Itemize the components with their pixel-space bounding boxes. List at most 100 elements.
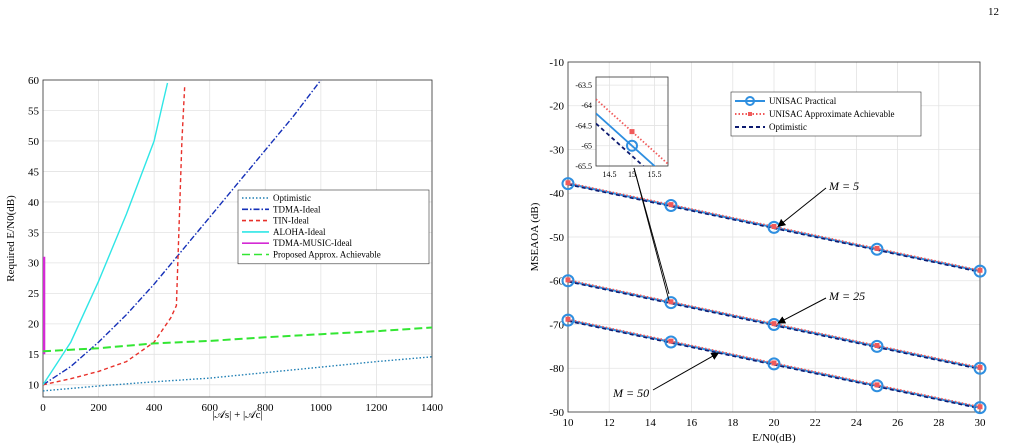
annotation-label: M = 5: [828, 179, 859, 193]
series-line-aloha-ideal: [43, 82, 169, 386]
legend-entry: Optimistic: [769, 122, 807, 132]
legend-marker: [745, 96, 755, 106]
left-chart-y-tick-label: 35: [28, 227, 40, 239]
data-point: [561, 274, 575, 288]
data-point: [565, 316, 571, 322]
annotation-arrow: [652, 352, 720, 391]
annotation-arrow: [777, 297, 827, 324]
data-point: [771, 224, 777, 229]
inset-y-tick-label: -64.5: [575, 121, 592, 130]
right-chart-x-tick-label: 10: [563, 417, 575, 429]
legend-entry: TDMA-MUSIC-Ideal: [273, 238, 352, 248]
page-number: 12: [988, 6, 999, 18]
left-chart-y-tick-label: 50: [28, 136, 40, 148]
inset-series-line: [596, 112, 656, 166]
right-chart-y-tick-label: -80: [549, 363, 564, 375]
right-chart-x-tick-label: 30: [975, 417, 987, 429]
right-x-axis-label: E/N0(dB): [752, 432, 796, 443]
right-chart-x-tick-label: 20: [769, 417, 781, 429]
data-point: [565, 180, 571, 186]
right-chart-y-tick-label: -20: [549, 101, 564, 113]
series-line-tin-ideal: [43, 86, 186, 386]
data-point: [973, 264, 987, 278]
data-point: [561, 313, 575, 327]
left-chart-x-tick-label: 1400: [421, 402, 444, 414]
data-point: [664, 335, 678, 349]
data-point: [664, 199, 678, 212]
data-point: [870, 339, 884, 353]
left-chart-y-tick-label: 55: [28, 105, 40, 117]
inset-y-tick-label: -65: [581, 142, 592, 151]
right-chart-x-tick-label: 14: [645, 417, 657, 429]
inset-axes-frame: [595, 76, 669, 167]
inset-y-tick-label: -65.5: [575, 162, 592, 171]
right-chart-y-tick-label: -40: [549, 188, 564, 200]
left-chart-x-tick-label: 1200: [365, 402, 388, 414]
legend-entry: TDMA-Ideal: [273, 204, 321, 214]
left-chart-y-tick-label: 40: [28, 197, 40, 209]
data-point: [870, 379, 884, 393]
left-chart-y-tick-label: 45: [28, 166, 40, 178]
inset-x-tick-label: 14.5: [603, 170, 617, 179]
right-chart-x-tick-label: 16: [686, 417, 698, 429]
left-chart-x-tick-label: 200: [90, 402, 107, 414]
annotation-arrow: [777, 187, 827, 228]
right-chart-y-tick-label: -70: [549, 319, 564, 331]
legend-entry: ALOHA-Ideal: [273, 227, 326, 237]
left-chart-y-tick-label: 25: [28, 288, 40, 300]
series-line-proposed-approx-achievable: [43, 326, 432, 353]
left-chart-x-tick-label: 600: [201, 402, 218, 414]
inset-x-tick-label: 15.5: [648, 170, 662, 179]
data-point: [977, 364, 983, 370]
right-chart-x-tick-label: 24: [851, 417, 863, 429]
data-point: [874, 245, 880, 251]
left-chart-x-tick-label: 0: [40, 402, 46, 414]
data-point: [874, 382, 880, 388]
data-point: [664, 296, 678, 310]
right-chart-y-tick-label: -60: [549, 276, 564, 288]
inset-series-line: [596, 122, 645, 166]
right-chart-x-tick-label: 26: [892, 417, 904, 429]
annotation-label: M = 25: [828, 289, 865, 303]
left-chart-x-tick-label: 400: [146, 402, 163, 414]
legend-marker: [748, 112, 752, 116]
data-point: [565, 277, 571, 283]
legend-entry: TIN-Ideal: [273, 216, 309, 226]
left-chart-y-tick-label: 20: [28, 319, 40, 331]
right-chart: 10 12 14 16 18 20 22 24 26 28 30 -10 -20 -30 -40 -50 -60…: [529, 57, 987, 443]
data-point: [973, 361, 987, 375]
data-point: [668, 299, 674, 305]
inset-series-line: [596, 98, 668, 165]
data-point: [668, 202, 674, 208]
right-chart-x-tick-label: 28: [933, 417, 945, 429]
left-chart-x-tick-label: 1000: [310, 402, 333, 414]
right-chart-y-tick-label: -50: [549, 232, 564, 244]
data-point: [767, 357, 781, 371]
series-line-tdma-ideal: [43, 80, 322, 386]
data-point: [561, 177, 575, 191]
right-chart-axes-frame: [567, 61, 981, 413]
data-point: [977, 404, 983, 410]
data-point: [771, 321, 777, 327]
data-point: [771, 360, 777, 366]
right-chart-y-tick-label: -90: [549, 407, 564, 419]
inset-y-tick-label: -63.5: [575, 81, 592, 90]
right-legend: UNISAC Practical UNISAC Approximate Achie…: [730, 91, 922, 137]
inset-chart: 14.5 15 15.5 -63.5 -64 -64.5 -65 -65.5: [575, 76, 669, 179]
data-point: [870, 242, 884, 256]
data-point: [977, 267, 983, 273]
data-point: [767, 220, 781, 234]
right-chart-y-tick-label: -10: [549, 57, 564, 69]
left-chart-x-tick-label: 800: [257, 402, 274, 414]
right-legend-box: [730, 91, 922, 137]
left-legend-box: [237, 189, 430, 265]
right-chart-y-tick-label: -30: [549, 144, 564, 156]
left-chart-y-tick-label: 60: [28, 75, 40, 87]
legend-entry: UNISAC Approximate Achievable: [769, 109, 894, 119]
inset-connector: [633, 167, 670, 295]
legend-entry: UNISAC Practical: [769, 96, 837, 106]
right-chart-x-tick-label: 18: [727, 417, 739, 429]
legend-entry: Proposed Approx. Achievable: [273, 250, 381, 260]
